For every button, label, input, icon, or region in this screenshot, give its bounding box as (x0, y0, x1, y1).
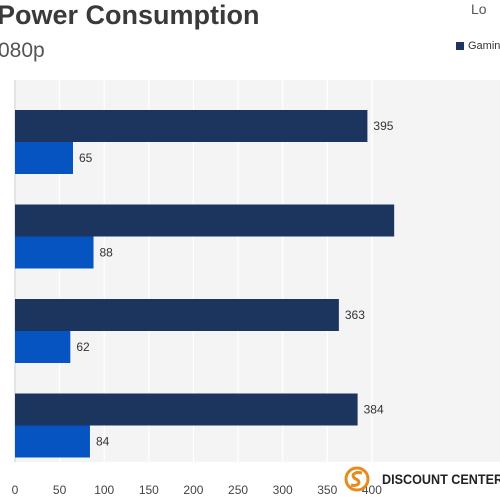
value-label: 84 (96, 435, 110, 449)
chart-subtitle: 080p (0, 39, 45, 62)
bar-series-2-group-4 (15, 425, 90, 458)
legend: Gamin (456, 40, 500, 52)
x-tick-label: 350 (317, 483, 337, 497)
value-labels: 395 363 384 65 88 62 84 (76, 119, 393, 449)
x-tick-label: 300 (273, 483, 293, 497)
bar-series-2-group-2 (15, 236, 94, 269)
bar-series-2-group-1 (15, 142, 73, 174)
x-tick-label: 0 (12, 483, 19, 497)
bar-series-1-group-2 (15, 204, 395, 237)
chart-title: Power Consumption (0, 0, 260, 30)
x-tick-label: 150 (139, 483, 159, 497)
value-label: 88 (100, 246, 114, 260)
x-tick-label: 100 (94, 483, 114, 497)
watermark-logo: DISCOUNT CENTER (344, 466, 500, 492)
bars (15, 110, 395, 458)
bar-series-2-group-3 (15, 331, 71, 363)
value-label: 363 (345, 308, 365, 322)
value-label: 62 (76, 340, 90, 354)
value-label: 395 (373, 119, 393, 133)
x-tick-label: 50 (53, 483, 67, 497)
value-label: 384 (364, 403, 384, 417)
x-tick-label: 250 (228, 483, 248, 497)
x-tick-label: 200 (183, 483, 203, 497)
discount-center-logo-icon (344, 466, 370, 492)
legend-label-series-1: Gamin (468, 40, 500, 52)
bar-series-1-group-4 (15, 393, 358, 426)
bar-series-1-group-3 (15, 299, 339, 331)
corner-text: Lo (471, 1, 487, 17)
bar-series-1-group-1 (15, 110, 368, 142)
watermark-text: DISCOUNT CENTER (382, 471, 500, 487)
x-axis-ticks: 0 50 100 150 200 250 300 350 400 (12, 483, 383, 497)
value-label: 65 (79, 151, 93, 165)
legend-swatch-series-1 (456, 42, 464, 50)
